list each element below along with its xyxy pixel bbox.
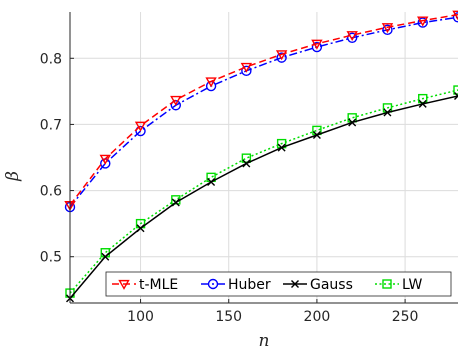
data-point-huber [241, 65, 252, 77]
x-marker-stroke [383, 108, 392, 117]
data-point-lw [241, 153, 252, 163]
legend-label-gauss: Gauss [310, 277, 353, 293]
series-line-huber [69, 16, 458, 208]
y-axis-label: β [3, 171, 23, 182]
data-point-huber [346, 32, 358, 43]
data-point-gauss [312, 131, 321, 140]
series-layer [64, 10, 458, 303]
data-point-t-mle [134, 121, 147, 132]
data-point-gauss [454, 91, 458, 100]
data-point-t-mle [417, 16, 429, 27]
data-point-gauss [242, 159, 251, 168]
series-t-mle [64, 10, 458, 212]
data-point-t-mle [205, 77, 217, 88]
legend-entry-huber: Huber [201, 277, 271, 293]
x-marker-stroke [291, 280, 299, 288]
x-marker-stroke [277, 143, 286, 152]
data-point-t-mle [170, 95, 182, 106]
series-line-t-mle [69, 13, 458, 206]
axes [69, 12, 458, 304]
legend-marker-lw [382, 279, 392, 289]
data-point-gauss [418, 99, 427, 108]
x-marker-stroke [454, 95, 458, 100]
data-point-t-mle [275, 50, 288, 61]
x-marker-stroke [418, 99, 427, 108]
data-point-huber [276, 52, 287, 63]
legend-entry-lw: LW [375, 277, 423, 293]
legend-label-lw: LW [402, 277, 423, 293]
data-point-gauss [383, 108, 392, 117]
x-axis-label: n [259, 331, 270, 351]
x-marker-stroke [171, 198, 180, 207]
legend-label-huber: Huber [228, 277, 271, 293]
y-tick-label: 0.8 [40, 51, 62, 67]
x-marker-stroke [312, 131, 321, 140]
series-line-gauss [69, 95, 458, 299]
data-point-gauss [207, 177, 216, 186]
x-marker-stroke [136, 224, 145, 233]
series-huber [64, 12, 458, 213]
x-marker-stroke [454, 91, 458, 97]
series-lw [65, 85, 458, 298]
x-tick-label: 100 [127, 309, 154, 325]
x-marker-stroke [242, 159, 251, 168]
legend-marker-huber [207, 278, 219, 290]
data-point-t-mle [99, 154, 111, 165]
legend-marker-t-mle [118, 279, 130, 290]
y-tick-label: 0.7 [40, 117, 62, 133]
data-point-gauss [171, 198, 180, 207]
data-point-t-mle [311, 39, 323, 50]
x-marker-stroke [348, 118, 357, 127]
legend-label-t-mle: t-MLE [139, 277, 178, 293]
series-line-lw [69, 89, 458, 294]
grid [70, 12, 458, 303]
legend: t-MLE Huber Gauss LW [105, 271, 452, 297]
data-point-huber [135, 125, 146, 137]
data-point-gauss [277, 143, 286, 152]
x-tick-label: 200 [304, 309, 331, 325]
data-point-huber [417, 17, 428, 28]
data-point-lw [453, 85, 458, 95]
data-point-huber [382, 24, 393, 36]
data-point-gauss [136, 224, 145, 233]
data-point-t-mle [452, 10, 458, 21]
legend-marker-gauss [291, 280, 299, 288]
tick-labels: 100 150 200 250 0.5 0.6 0.7 0.8 [40, 51, 419, 325]
data-point-t-mle [240, 62, 253, 73]
x-marker-stroke [101, 252, 110, 261]
data-point-gauss [348, 118, 357, 127]
legend-entry-gauss: Gauss [283, 277, 353, 293]
x-marker-stroke [207, 177, 216, 186]
data-point-t-mle [346, 31, 358, 42]
y-tick-label: 0.6 [40, 184, 62, 200]
data-point-gauss [101, 252, 110, 261]
data-point-t-mle [381, 23, 394, 34]
data-point-lw [418, 93, 428, 104]
legend-entry-t-mle: t-MLE [112, 277, 178, 293]
series-gauss [66, 91, 458, 303]
x-tick-label: 150 [215, 309, 242, 325]
data-point-huber [452, 12, 458, 23]
y-tick-label: 0.5 [40, 250, 62, 266]
data-point-huber [311, 41, 323, 53]
x-tick-label: 250 [392, 309, 419, 325]
